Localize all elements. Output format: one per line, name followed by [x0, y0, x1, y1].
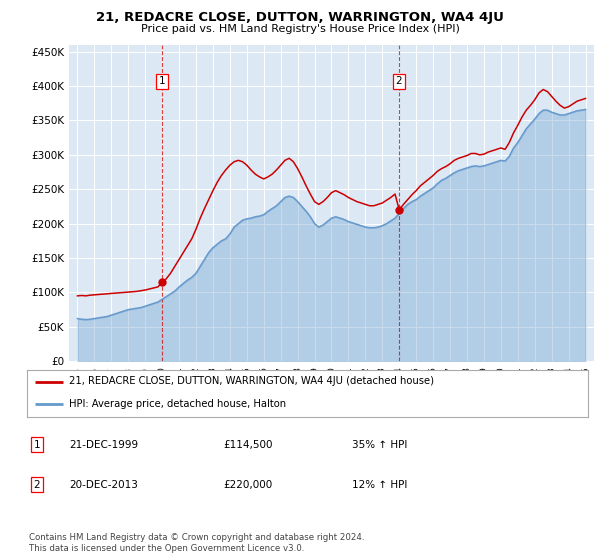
- Text: 21, REDACRE CLOSE, DUTTON, WARRINGTON, WA4 4JU: 21, REDACRE CLOSE, DUTTON, WARRINGTON, W…: [96, 11, 504, 24]
- Text: 1: 1: [158, 76, 165, 86]
- Text: £114,500: £114,500: [223, 440, 273, 450]
- Text: 1: 1: [34, 440, 40, 450]
- Text: 21, REDACRE CLOSE, DUTTON, WARRINGTON, WA4 4JU (detached house): 21, REDACRE CLOSE, DUTTON, WARRINGTON, W…: [69, 376, 434, 386]
- Text: 35% ↑ HPI: 35% ↑ HPI: [352, 440, 408, 450]
- Text: Contains HM Land Registry data © Crown copyright and database right 2024.
This d: Contains HM Land Registry data © Crown c…: [29, 533, 364, 553]
- Text: HPI: Average price, detached house, Halton: HPI: Average price, detached house, Halt…: [69, 399, 286, 409]
- Text: £220,000: £220,000: [223, 479, 272, 489]
- Text: 2: 2: [34, 479, 40, 489]
- Text: 21-DEC-1999: 21-DEC-1999: [69, 440, 138, 450]
- Text: 2: 2: [395, 76, 402, 86]
- Text: Price paid vs. HM Land Registry's House Price Index (HPI): Price paid vs. HM Land Registry's House …: [140, 24, 460, 34]
- Text: 12% ↑ HPI: 12% ↑ HPI: [352, 479, 408, 489]
- Text: 20-DEC-2013: 20-DEC-2013: [69, 479, 138, 489]
